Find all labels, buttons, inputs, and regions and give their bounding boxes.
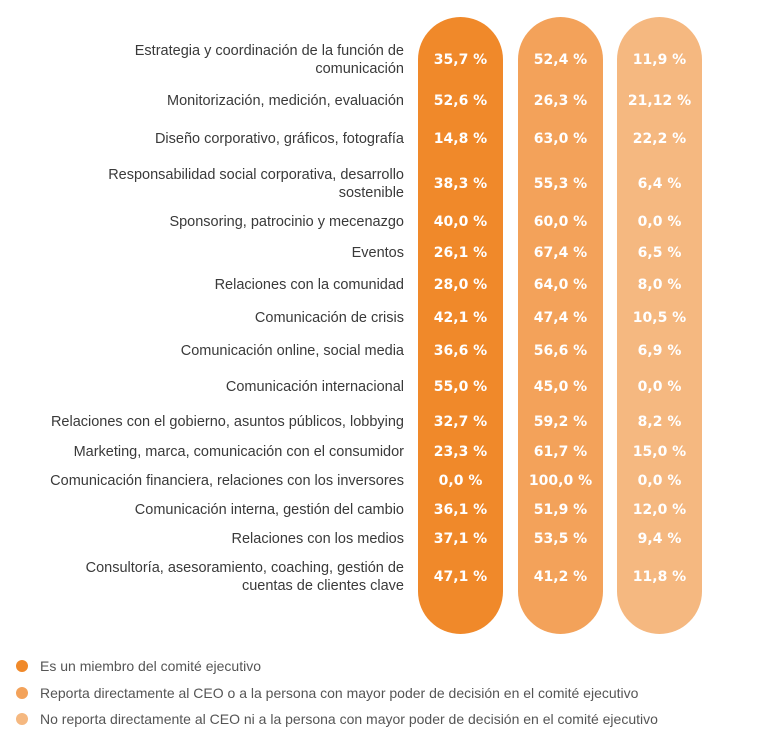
row-label: Consultoría, asesoramiento, coaching, ge… <box>85 560 404 594</box>
data-label: 37,1 % <box>433 531 488 547</box>
data-label: 0,0 % <box>438 473 483 489</box>
row-label: Comunicación financiera, relaciones con … <box>50 473 404 489</box>
data-label: 22,2 % <box>632 131 687 147</box>
row-label: Eventos <box>351 245 404 261</box>
legend-item: No reporta directamente al CEO ni a la p… <box>16 711 658 727</box>
data-label: 26,1 % <box>433 245 488 261</box>
data-label: 47,4 % <box>533 310 588 326</box>
data-label: 21,12 % <box>627 93 692 109</box>
data-label: 60,0 % <box>533 214 588 230</box>
data-label: 11,9 % <box>632 52 687 68</box>
row-label: Relaciones con la comunidad <box>214 277 404 293</box>
data-label: 55,0 % <box>433 379 488 395</box>
data-label: 0,0 % <box>637 379 682 395</box>
row-label: Comunicación online, social media <box>180 343 404 359</box>
data-label: 40,0 % <box>433 214 488 230</box>
row-label: Marketing, marca, comunicación con el co… <box>73 444 404 460</box>
data-label: 8,0 % <box>637 277 682 293</box>
data-label: 52,4 % <box>533 52 588 68</box>
data-label: 36,6 % <box>433 343 488 359</box>
data-label: 38,3 % <box>433 176 488 192</box>
data-label: 52,6 % <box>433 93 488 109</box>
legend-label: Es un miembro del comité ejecutivo <box>40 658 261 674</box>
data-label: 28,0 % <box>433 277 488 293</box>
data-label: 45,0 % <box>533 379 588 395</box>
data-label: 12,0 % <box>632 502 687 518</box>
legend-item: Reporta directamente al CEO o a la perso… <box>16 685 638 701</box>
row-label: Comunicación de crisis <box>254 310 404 326</box>
data-label: 10,5 % <box>632 310 687 326</box>
data-label: 6,9 % <box>637 343 682 359</box>
row-label: Relaciones con el gobierno, asuntos públ… <box>50 414 404 430</box>
column-pill-executive-committee <box>418 17 503 634</box>
column-pill-reports-to-ceo <box>518 17 603 634</box>
legend-dot-icon <box>16 660 28 672</box>
column-pill-not-reporting-to-ceo <box>617 17 702 634</box>
data-label: 32,7 % <box>433 414 488 430</box>
data-label: 59,2 % <box>533 414 588 430</box>
data-label: 0,0 % <box>637 473 682 489</box>
row-label: Estrategia y coordinación de la función … <box>134 43 404 77</box>
data-label: 15,0 % <box>632 444 687 460</box>
row-label: Responsabilidad social corporativa, desa… <box>108 167 404 201</box>
legend-dot-icon <box>16 687 28 699</box>
data-label: 36,1 % <box>433 502 488 518</box>
data-label: 23,3 % <box>433 444 488 460</box>
data-label: 51,9 % <box>533 502 588 518</box>
data-label: 8,2 % <box>637 414 682 430</box>
data-label: 100,0 % <box>528 473 593 489</box>
data-label: 6,5 % <box>637 245 682 261</box>
data-label: 47,1 % <box>433 569 488 585</box>
data-label: 6,4 % <box>637 176 682 192</box>
data-label: 53,5 % <box>533 531 588 547</box>
data-label: 41,2 % <box>533 569 588 585</box>
data-label: 61,7 % <box>533 444 588 460</box>
row-label: Comunicación internacional <box>225 379 404 395</box>
row-label: Sponsoring, patrocinio y mecenazgo <box>169 214 404 230</box>
data-label: 11,8 % <box>632 569 687 585</box>
data-label: 14,8 % <box>433 131 488 147</box>
data-label: 0,0 % <box>637 214 682 230</box>
data-label: 35,7 % <box>433 52 488 68</box>
legend-label: Reporta directamente al CEO o a la perso… <box>40 685 639 701</box>
data-label: 55,3 % <box>533 176 588 192</box>
legend-label: No reporta directamente al CEO ni a la p… <box>40 711 658 727</box>
data-label: 67,4 % <box>533 245 588 261</box>
data-label: 56,6 % <box>533 343 588 359</box>
row-label: Relaciones con los medios <box>231 531 404 547</box>
legend-item: Es un miembro del comité ejecutivo <box>16 658 261 674</box>
data-label: 26,3 % <box>533 93 588 109</box>
data-label: 42,1 % <box>433 310 488 326</box>
data-label: 9,4 % <box>637 531 682 547</box>
row-label: Diseño corporativo, gráficos, fotografía <box>154 131 404 147</box>
data-label: 63,0 % <box>533 131 588 147</box>
data-label: 64,0 % <box>533 277 588 293</box>
row-label: Comunicación interna, gestión del cambio <box>134 502 404 518</box>
legend-dot-icon <box>16 713 28 725</box>
row-label: Monitorización, medición, evaluación <box>167 93 404 109</box>
